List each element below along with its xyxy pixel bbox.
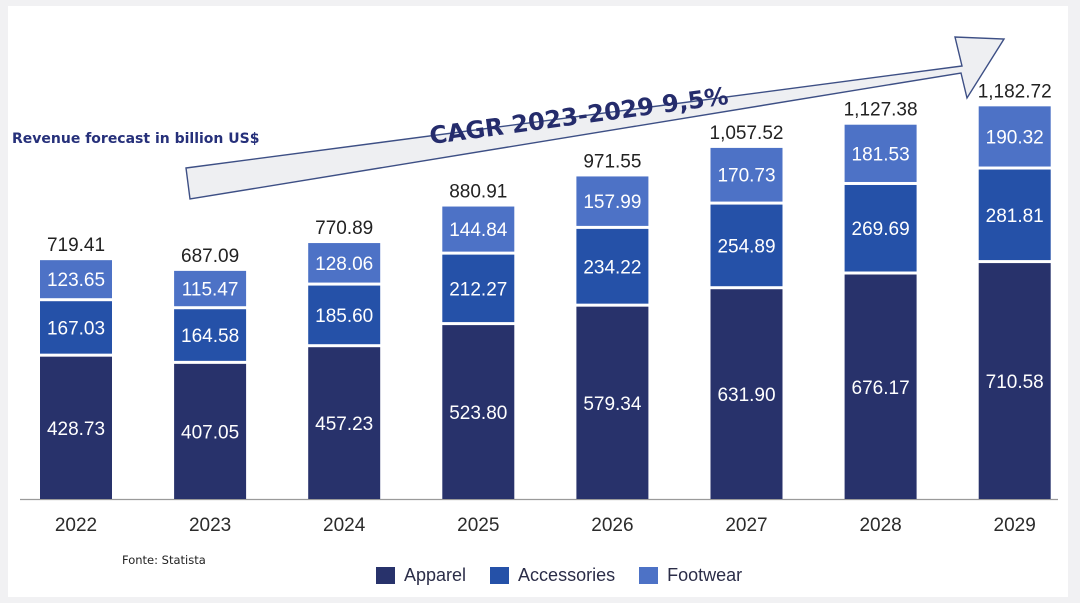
value-label-footwear-2024: 128.06 <box>315 254 373 275</box>
bar-footwear-2028 <box>844 124 917 182</box>
x-tick-label-2029: 2029 <box>994 515 1036 536</box>
value-label-accessories-2023: 164.58 <box>181 326 239 347</box>
legend-item-apparel: Apparel <box>376 565 466 586</box>
bar-apparel-2023 <box>174 363 247 499</box>
value-label-footwear-2029: 190.32 <box>986 127 1044 148</box>
total-label-2028: 1,127.38 <box>844 100 918 121</box>
bar-accessories-2027 <box>710 204 783 287</box>
value-label-accessories-2027: 254.89 <box>717 236 775 257</box>
total-label-2026: 971.55 <box>583 151 641 172</box>
bar-apparel-2028 <box>844 274 917 499</box>
value-label-footwear-2027: 170.73 <box>717 166 775 187</box>
value-label-footwear-2025: 144.84 <box>449 220 508 241</box>
x-tick-label-2022: 2022 <box>55 515 97 536</box>
legend-label-accessories: Accessories <box>518 565 616 585</box>
bar-footwear-2023 <box>174 270 247 307</box>
value-label-footwear-2026: 157.99 <box>583 192 641 213</box>
value-label-accessories-2029: 281.81 <box>986 206 1044 227</box>
bar-footwear-2024 <box>308 243 381 283</box>
total-label-2022: 719.41 <box>47 235 105 256</box>
bar-accessories-2025 <box>442 254 515 323</box>
source-note: Fonte: Statista <box>122 553 206 567</box>
bar-apparel-2022 <box>40 356 112 499</box>
bar-accessories-2022 <box>40 301 112 354</box>
bar-footwear-2022 <box>40 260 112 299</box>
x-tick-label-2026: 2026 <box>591 515 633 536</box>
value-label-apparel-2022: 428.73 <box>47 419 105 440</box>
y-axis-label: Revenue forecast in billion US$ <box>12 131 260 147</box>
value-label-footwear-2023: 115.47 <box>182 280 239 301</box>
legend-item-accessories: Accessories <box>490 565 615 586</box>
x-tick-label-2027: 2027 <box>725 515 767 536</box>
value-label-accessories-2028: 269.69 <box>852 219 910 240</box>
bar-apparel-2026 <box>576 306 649 499</box>
total-label-2024: 770.89 <box>315 218 373 239</box>
cagr-arrow <box>185 36 1006 200</box>
total-label-2027: 1,057.52 <box>710 123 784 144</box>
legend-swatch-footwear <box>639 567 659 584</box>
legend-swatch-accessories <box>490 567 510 584</box>
x-tick-label-2025: 2025 <box>457 515 499 536</box>
value-label-apparel-2023: 407.05 <box>181 422 239 443</box>
value-label-apparel-2028: 676.17 <box>852 378 910 399</box>
x-tick-label-2024: 2024 <box>323 515 366 536</box>
total-label-2023: 687.09 <box>181 246 239 267</box>
x-tick-label-2023: 2023 <box>189 515 231 536</box>
value-label-apparel-2024: 457.23 <box>315 414 373 435</box>
bar-footwear-2026 <box>576 176 649 226</box>
legend-swatch-apparel <box>376 567 395 584</box>
value-label-accessories-2025: 212.27 <box>449 279 507 300</box>
x-tick-label-2028: 2028 <box>859 515 901 536</box>
bar-apparel-2025 <box>442 325 515 499</box>
value-label-apparel-2025: 523.80 <box>449 403 507 424</box>
bar-footwear-2029 <box>978 106 1051 167</box>
value-label-footwear-2022: 123.65 <box>47 270 105 291</box>
legend: Apparel Accessories Footwear <box>376 565 766 586</box>
bar-accessories-2028 <box>844 184 917 272</box>
value-label-accessories-2026: 234.22 <box>583 257 641 278</box>
bar-accessories-2023 <box>174 309 247 361</box>
value-label-accessories-2024: 185.60 <box>315 306 373 327</box>
total-label-2029: 1,182.72 <box>978 81 1052 102</box>
total-label-2025: 880.91 <box>449 182 507 203</box>
value-label-apparel-2029: 710.58 <box>986 372 1044 393</box>
bar-footwear-2027 <box>710 147 783 202</box>
bar-accessories-2024 <box>308 285 381 345</box>
legend-label-apparel: Apparel <box>404 565 467 585</box>
bar-accessories-2029 <box>978 169 1051 261</box>
bar-footwear-2025 <box>442 206 515 252</box>
value-label-accessories-2022: 167.03 <box>47 318 105 339</box>
bar-accessories-2026 <box>576 228 649 304</box>
bar-apparel-2029 <box>978 263 1051 499</box>
legend-item-footwear: Footwear <box>639 565 742 586</box>
value-label-apparel-2026: 579.34 <box>583 394 642 415</box>
legend-label-footwear: Footwear <box>667 565 743 585</box>
bar-apparel-2024 <box>308 347 381 499</box>
value-label-footwear-2028: 181.53 <box>852 144 910 165</box>
value-label-apparel-2027: 631.90 <box>717 385 775 406</box>
bar-apparel-2027 <box>710 289 783 499</box>
